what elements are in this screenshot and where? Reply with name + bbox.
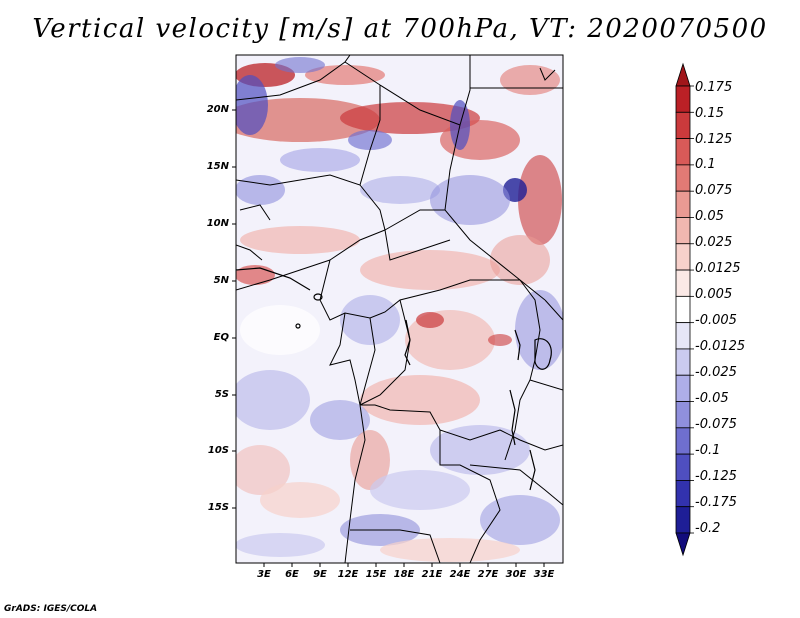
colorbar-swatch [675, 138, 691, 166]
colorbar-swatch [675, 480, 691, 508]
lat-label-20n: 20N [206, 104, 229, 115]
colorbar-swatch [675, 295, 691, 324]
colorbar-label: 0.15 [695, 106, 724, 121]
colorbar-swatch [675, 374, 691, 402]
lat-label-5n: 5N [213, 275, 229, 286]
lon-label-3e: 3E [257, 569, 271, 580]
map-frame [235, 54, 564, 564]
lon-label-21e: 21E [421, 569, 443, 580]
colorbar-label: 0.075 [695, 183, 733, 198]
colorbar-label: -0.175 [695, 495, 737, 510]
colorbar-label: -0.005 [695, 313, 737, 328]
lon-label-18e: 18E [393, 569, 415, 580]
lon-label-33e: 33E [533, 569, 555, 580]
colorbar-label: 0.1 [695, 157, 716, 172]
colorbar-label: 0.0125 [695, 261, 741, 276]
colorbar-label: -0.05 [695, 391, 729, 406]
colorbar-label: 0.05 [695, 209, 724, 224]
country-borders [236, 55, 563, 563]
colorbar-swatch [675, 190, 691, 218]
colorbar-arrow-bottom [675, 532, 691, 557]
lon-label-24e: 24E [449, 569, 471, 580]
colorbar-label: 0.175 [695, 80, 733, 95]
lat-label-15n: 15N [206, 161, 229, 172]
lat-label-10s: 10S [207, 445, 229, 456]
colorbar-swatch [675, 217, 691, 245]
colorbar-swatch [675, 322, 691, 350]
colorbar-label: -0.125 [695, 469, 737, 484]
colorbar-swatch [675, 453, 691, 481]
lat-label-5s: 5S [214, 389, 229, 400]
lon-label-9e: 9E [313, 569, 327, 580]
colorbar-label: 0.005 [695, 287, 733, 302]
velocity-field [236, 55, 563, 563]
colorbar-label: -0.075 [695, 417, 737, 432]
axis-ticks [232, 109, 545, 567]
lat-label-10n: 10N [206, 218, 229, 229]
colorbar [675, 62, 694, 557]
lon-label-15e: 15E [365, 569, 387, 580]
colorbar-swatch [675, 164, 691, 192]
credit-text: GrADS: IGES/COLA [4, 604, 98, 614]
colorbar-swatch [675, 243, 691, 271]
colorbar-swatch [675, 401, 691, 429]
chart-title: Vertical velocity [m/s] at 700hPa, VT: 2… [32, 14, 768, 44]
colorbar-label: -0.1 [695, 443, 721, 458]
colorbar-swatch [675, 427, 691, 455]
colorbar-label: -0.0125 [695, 339, 746, 354]
lon-label-12e: 12E [337, 569, 359, 580]
colorbar-label: 0.125 [695, 132, 733, 147]
lon-label-6e: 6E [285, 569, 299, 580]
colorbar-swatch [675, 85, 691, 113]
lakes-coast [236, 267, 552, 491]
colorbar-swatch [675, 111, 691, 139]
lon-label-27e: 27E [477, 569, 499, 580]
lat-label-15s: 15S [207, 502, 229, 513]
colorbar-arrow-top [675, 62, 691, 87]
colorbar-label: -0.2 [695, 521, 721, 536]
colorbar-label: 0.025 [695, 235, 733, 250]
lon-label-30e: 30E [505, 569, 527, 580]
colorbar-swatch [675, 269, 691, 297]
colorbar-swatch [675, 506, 691, 534]
colorbar-label: -0.025 [695, 365, 737, 380]
lat-label-eq: EQ [213, 332, 229, 343]
colorbar-swatch [675, 348, 691, 376]
